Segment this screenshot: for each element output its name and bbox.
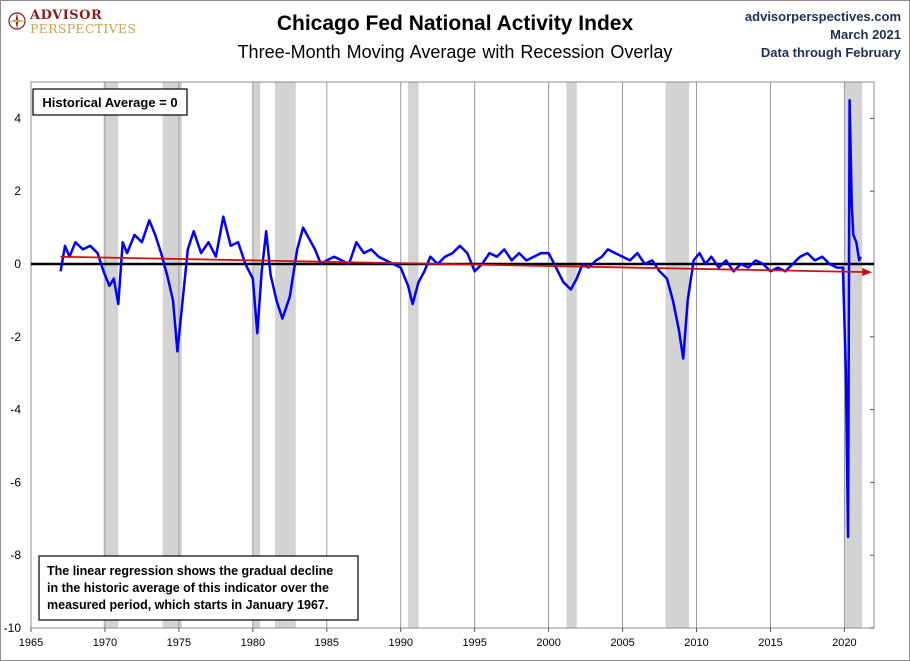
y-tick-label--10: -10 xyxy=(4,621,22,635)
x-tick-label-1965: 1965 xyxy=(19,637,43,649)
recession-band-5 xyxy=(566,82,577,628)
y-tick-label--4: -4 xyxy=(10,403,21,417)
series-line-cfnai xyxy=(59,98,862,539)
recession-band-4 xyxy=(408,82,419,628)
recession-band-1 xyxy=(162,82,182,628)
y-tick-label--2: -2 xyxy=(10,330,21,344)
x-tick-label-2020: 2020 xyxy=(832,637,856,649)
recession-band-0 xyxy=(103,82,119,628)
chart-subtitle: Three-Month Moving Average with Recessio… xyxy=(237,42,673,62)
logo: ADVISOR PERSPECTIVES xyxy=(8,8,138,38)
data-through: Data through February xyxy=(760,45,901,60)
x-tick-label-1970: 1970 xyxy=(93,637,117,649)
recession-bands xyxy=(103,82,863,628)
x-tick-label-2005: 2005 xyxy=(610,637,634,649)
x-axis-ticks: 1965 1970 1975 1980 1985 1990 1995 2000 2005 2010… xyxy=(19,628,857,649)
recession-band-3 xyxy=(275,82,296,628)
publish-date: March 2021 xyxy=(830,27,901,42)
recession-band-7 xyxy=(844,82,863,628)
x-tick-label-1980: 1980 xyxy=(241,637,265,649)
chart-title: Chicago Fed National Activity Index xyxy=(276,12,634,35)
trend-arrow-head xyxy=(862,268,873,277)
y-tick-label-0: 0 xyxy=(14,257,21,271)
x-tick-label-1990: 1990 xyxy=(388,637,412,649)
x-tick-label-2010: 2010 xyxy=(684,637,708,649)
recession-band-2 xyxy=(252,82,261,628)
y-tick-label--8: -8 xyxy=(10,548,21,562)
annotation-line-1: The linear regression shows the gradual … xyxy=(47,564,333,578)
site-name: advisorperspectives.com xyxy=(744,9,901,24)
y-axis-ticks: 4 2 0 -2 -4 -6 -8 -10 xyxy=(4,111,874,635)
grid-lines xyxy=(104,82,845,628)
annotation-line-3: measured period, which starts in January… xyxy=(47,598,328,612)
plot-border xyxy=(30,81,875,629)
x-tick-label-1995: 1995 xyxy=(462,637,486,649)
reference-label: Historical Average = 0 xyxy=(42,95,177,110)
y-tick-label--6: -6 xyxy=(10,475,21,489)
x-tick-label-1975: 1975 xyxy=(167,637,191,649)
logo-text-top: ADVISOR xyxy=(30,8,103,23)
source-info: advisorperspectives.com March 2021 Data … xyxy=(745,8,901,62)
y-tick-label-2: 2 xyxy=(14,184,21,198)
compass-icon xyxy=(8,12,26,30)
x-tick-label-1985: 1985 xyxy=(315,637,339,649)
x-tick-label-2015: 2015 xyxy=(758,637,782,649)
recession-band-6 xyxy=(665,82,690,628)
x-tick-label-2000: 2000 xyxy=(536,637,560,649)
trend-line xyxy=(60,255,863,273)
logo-text-bottom: PERSPECTIVES xyxy=(30,21,137,36)
y-tick-label-4: 4 xyxy=(14,111,21,125)
reference-label-box: Historical Average = 0 xyxy=(32,88,188,116)
annotation-line-2: in the historic average of this indicato… xyxy=(47,581,329,595)
annotation-box: The linear regression shows the gradual … xyxy=(38,555,359,621)
